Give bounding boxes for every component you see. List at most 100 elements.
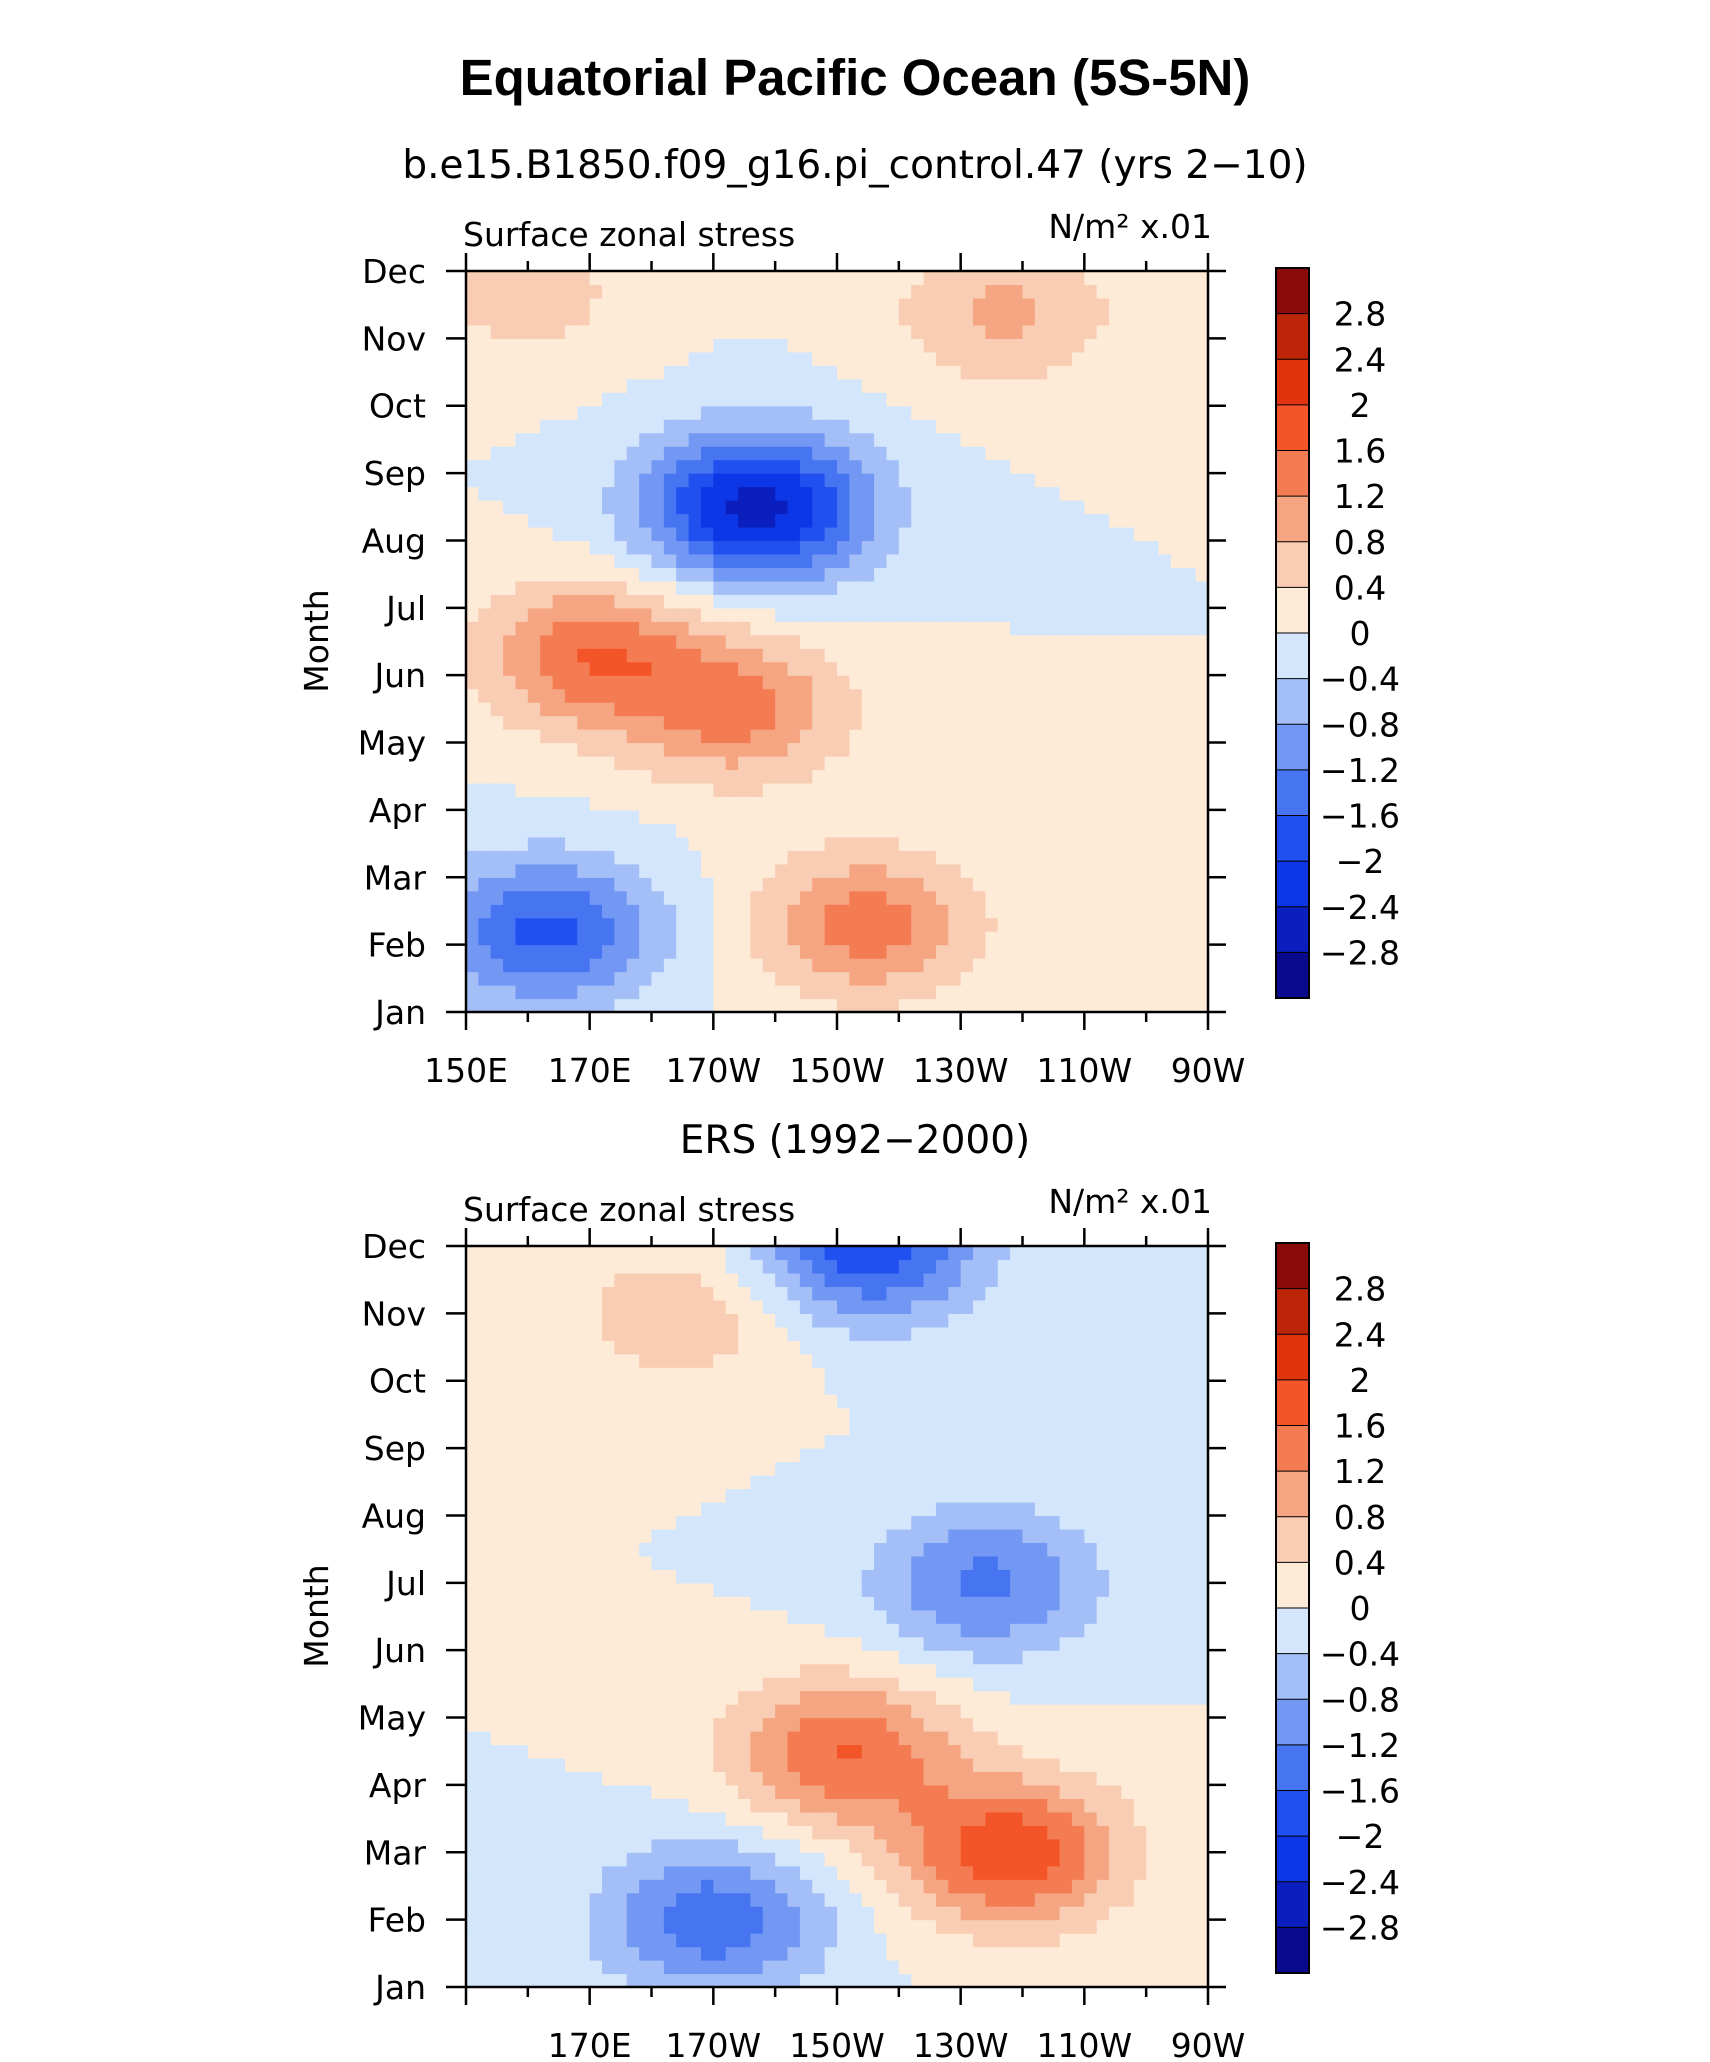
heatmap-cell [1158,823,1172,838]
heatmap-cell [898,661,912,676]
heatmap-cell [1034,594,1048,609]
heatmap-cell [799,1744,813,1759]
heatmap-cell [1183,284,1197,299]
heatmap-cell [1071,486,1085,501]
heatmap-cell [552,1313,566,1328]
heatmap-cell [1010,944,1024,959]
heatmap-cell [490,958,504,973]
heatmap-cell [527,998,541,1012]
heatmap-cell [775,1326,789,1341]
heatmap-cell [1034,769,1048,784]
colorbar-swatch [1276,359,1309,406]
heatmap-cell [738,1367,752,1382]
heatmap-cell [688,459,702,474]
heatmap-cell [688,1367,702,1382]
heatmap-cell [1010,836,1024,851]
heatmap-cell [1059,378,1073,393]
heatmap-cell [1047,850,1061,865]
heatmap-cell [799,931,813,946]
heatmap-cell [1109,958,1123,973]
heatmap-cell [923,675,937,690]
heatmap-cell [775,1421,789,1436]
heatmap-cell [750,1475,764,1490]
heatmap-cell [799,1960,813,1975]
heatmap-cell [775,500,789,515]
heatmap-cell [639,1892,653,1907]
heatmap-cell [515,675,529,690]
heatmap-cell [700,1555,714,1570]
heatmap-cell [750,284,764,299]
heatmap-cell [973,432,986,447]
heatmap-cell [775,1784,789,1799]
heatmap-cell [466,594,479,609]
heatmap-cell [725,1757,739,1773]
heatmap-cell [849,486,863,501]
heatmap-cell [466,1919,479,1934]
heatmap-cell [602,917,615,932]
heatmap-cell [812,1731,826,1746]
heatmap-cell [1047,971,1061,986]
heatmap-cell [1121,271,1135,286]
heatmap-cell [1183,324,1197,339]
heatmap-cell [1170,890,1184,905]
heatmap-cell [886,526,900,542]
heatmap-cell [503,648,517,663]
heatmap-cell [812,1838,826,1853]
heatmap-cell [564,1272,578,1288]
heatmap-cell [639,998,653,1012]
heatmap-cell [738,513,752,528]
heatmap-cell [1158,405,1172,420]
heatmap-cell [911,634,925,649]
heatmap-cell [861,944,875,959]
heatmap-cell [700,271,714,286]
heatmap-cell [1195,634,1208,649]
heatmap-cell [478,917,492,932]
heatmap-cell [663,890,677,905]
heatmap-cell [948,621,962,636]
heatmap-cell [898,500,912,515]
heatmap-cell [1071,324,1085,339]
heatmap-cell [639,1528,653,1543]
heatmap-cell [898,392,912,407]
heatmap-cell [948,553,962,568]
heatmap-cell [564,540,578,555]
heatmap-cell [515,1933,529,1948]
heatmap-cell [775,1501,789,1517]
heatmap-cell [960,392,974,407]
heatmap-cell [874,756,888,771]
heatmap-cell [725,1973,739,1987]
heatmap-cell [527,1636,541,1651]
heatmap-cell [973,850,986,865]
heatmap-cell [738,850,752,865]
heatmap-cell [503,1542,517,1557]
heatmap-cell [973,473,986,488]
heatmap-cell [1109,486,1123,501]
heatmap-cell [602,1892,615,1907]
heatmap-cell [651,1475,665,1490]
heatmap-cell [973,486,986,501]
heatmap-cell [1071,553,1085,568]
heatmap-cell [552,621,566,636]
heatmap-cell [738,877,752,892]
heatmap-cell [626,338,640,353]
heatmap-cell [466,1650,479,1665]
heatmap-cell [639,769,653,784]
heatmap-cell [898,271,912,286]
heatmap-cell [700,877,714,892]
heatmap-cell [750,850,764,865]
heatmap-cell [911,594,925,609]
heatmap-cell [1047,351,1061,366]
heatmap-cell [985,297,999,313]
heatmap-cell [886,985,900,1000]
heatmap-cell [688,1246,702,1261]
heatmap-cell [478,607,492,622]
heatmap-cell [626,917,640,932]
heatmap-cell [725,392,739,407]
heatmap-cell [812,607,826,622]
heatmap-cell [1010,405,1024,420]
heatmap-cell [663,338,677,353]
heatmap-cell [750,1569,764,1584]
heatmap-cell [466,1906,479,1921]
heatmap-cell [1158,392,1172,407]
heatmap-cell [713,378,727,393]
